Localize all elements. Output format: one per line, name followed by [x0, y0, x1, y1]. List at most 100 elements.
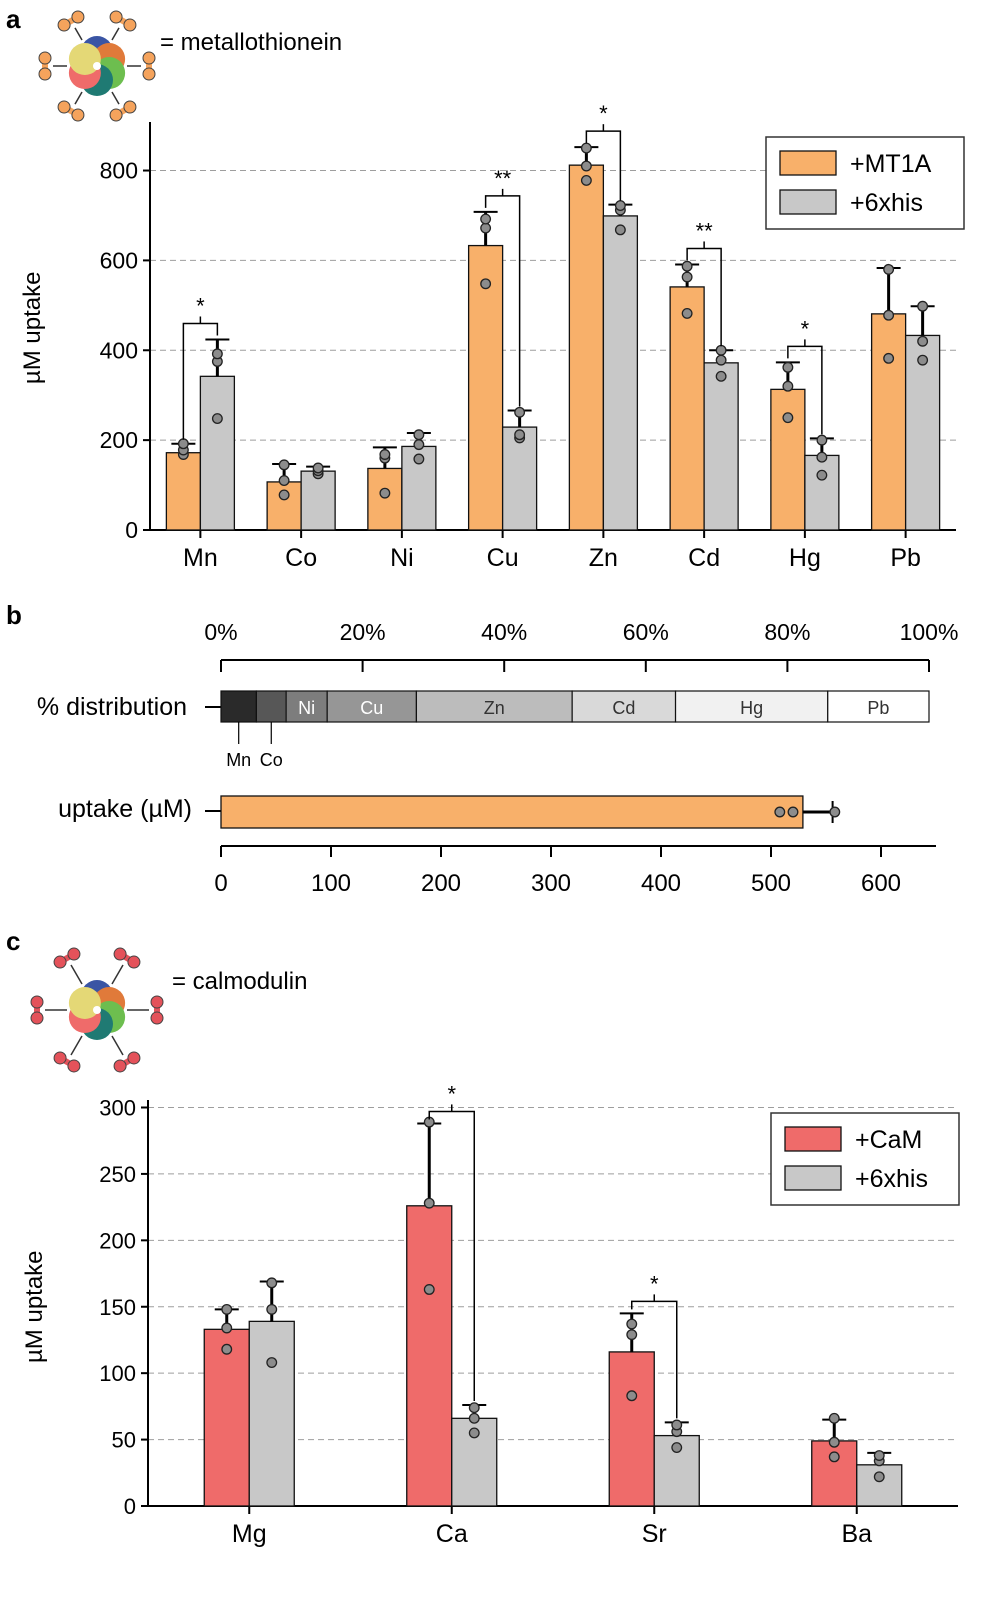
- bar: [266, 481, 302, 531]
- data-point: [828, 1436, 840, 1448]
- legend-swatch: [784, 1126, 842, 1152]
- construct-linker: [111, 1035, 124, 1056]
- bar: [467, 244, 504, 531]
- bar: [653, 1434, 700, 1507]
- x-tick-label: Cd: [688, 544, 720, 572]
- bar: [602, 215, 639, 531]
- panel-letter-c: c: [6, 926, 20, 956]
- construct-bead: [71, 10, 85, 24]
- data-point: [413, 439, 425, 451]
- construct-bead: [109, 10, 123, 24]
- distribution-segment: [255, 690, 287, 723]
- data-point: [580, 142, 592, 154]
- construct-bead: [57, 18, 71, 32]
- bar: [300, 470, 336, 531]
- construct-subunit: [68, 987, 101, 1019]
- data-point: [514, 429, 526, 441]
- chart-panel-b: 0% 20% 40% 60% 80% 100% % distribution uptake (…: [37, 619, 958, 897]
- bar: [401, 445, 437, 531]
- y-tick-label: 300: [99, 1096, 136, 1121]
- segment-label: Ni: [298, 698, 315, 718]
- data-point: [480, 213, 492, 225]
- construct-bead: [150, 1011, 164, 1025]
- row-label-uptake: uptake (µM): [58, 795, 192, 823]
- bar: [165, 452, 202, 531]
- row-label-distribution: % distribution: [37, 693, 187, 721]
- data-point: [266, 1303, 278, 1315]
- data-point: [715, 344, 727, 356]
- percent-tick-label: 100%: [900, 619, 959, 645]
- y-tick-label: 200: [99, 1228, 136, 1253]
- uptake-tick-label: 200: [421, 870, 461, 897]
- data-point: [626, 1318, 638, 1330]
- uptake-tick-label: 600: [861, 870, 901, 897]
- panel-letter-a: a: [6, 4, 21, 34]
- y-tick-label: 50: [112, 1428, 136, 1453]
- significance-label: **: [696, 218, 714, 243]
- construct-subunit: [68, 43, 101, 75]
- bar: [248, 1320, 295, 1507]
- data-point: [278, 475, 290, 487]
- percent-tick-label: 80%: [764, 619, 810, 645]
- chart-panel-c: 0 50 100 150 200 250 300 µM uptake Mg Ca Sr Ba * * +Ca…: [21, 1081, 960, 1548]
- construct-linker: [111, 27, 120, 41]
- metallothionein-legend-text: = metallothionein: [160, 29, 342, 56]
- y-axis-label: µM uptake: [21, 1250, 48, 1363]
- construct-bead: [113, 1059, 127, 1073]
- bar: [870, 313, 907, 531]
- segment-label: Cd: [612, 698, 635, 718]
- data-point: [883, 352, 895, 364]
- significance-label: *: [196, 293, 205, 318]
- data-point: [278, 459, 290, 471]
- data-point: [211, 413, 223, 425]
- x-tick-label: Hg: [789, 544, 821, 572]
- bar: [367, 467, 403, 531]
- panel-letter-b: b: [6, 600, 22, 630]
- data-point: [917, 300, 929, 312]
- x-tick-label: Co: [285, 544, 317, 572]
- construct-bead: [142, 51, 156, 65]
- data-point: [626, 1390, 638, 1402]
- calmodulin-legend-text: = calmodulin: [172, 968, 307, 995]
- bar: [203, 1328, 250, 1507]
- data-point: [715, 370, 727, 382]
- legend-label: +CaM: [855, 1126, 922, 1154]
- data-point: [379, 449, 391, 460]
- data-point: [816, 469, 828, 481]
- y-tick-label: 250: [99, 1162, 136, 1187]
- percent-tick-label: 40%: [481, 619, 527, 645]
- distribution-segment: [674, 690, 829, 723]
- data-point: [681, 271, 693, 283]
- data-point: [782, 380, 794, 392]
- calmodulin-construct-icon: [30, 947, 164, 1073]
- distribution-segment: [827, 690, 930, 723]
- data-point: [580, 174, 592, 186]
- data-point: [266, 1357, 278, 1368]
- y-axis-label: µM uptake: [19, 272, 46, 385]
- data-point: [782, 412, 794, 424]
- bar: [770, 388, 806, 531]
- data-point: [211, 348, 223, 360]
- data-point: [266, 1277, 278, 1289]
- legend-swatch: [779, 150, 837, 176]
- data-point: [514, 406, 526, 418]
- data-point: [917, 354, 929, 366]
- distribution-segment: [571, 690, 677, 723]
- construct-bead: [67, 947, 81, 961]
- percent-tick-label: 60%: [623, 619, 669, 645]
- bar: [804, 454, 840, 531]
- bar: [703, 362, 739, 531]
- construct-bead: [53, 955, 67, 969]
- data-point: [782, 361, 794, 373]
- y-tick-label: 0: [125, 517, 138, 543]
- data-point: [671, 1442, 683, 1454]
- uptake-tick-label: 0: [214, 870, 227, 897]
- construct-bead: [142, 67, 156, 81]
- data-point: [873, 1450, 885, 1461]
- construct-bead: [127, 955, 141, 969]
- data-point: [221, 1322, 233, 1334]
- bar: [608, 1351, 655, 1507]
- y-tick-label: 800: [100, 158, 138, 184]
- construct-bead: [71, 108, 85, 122]
